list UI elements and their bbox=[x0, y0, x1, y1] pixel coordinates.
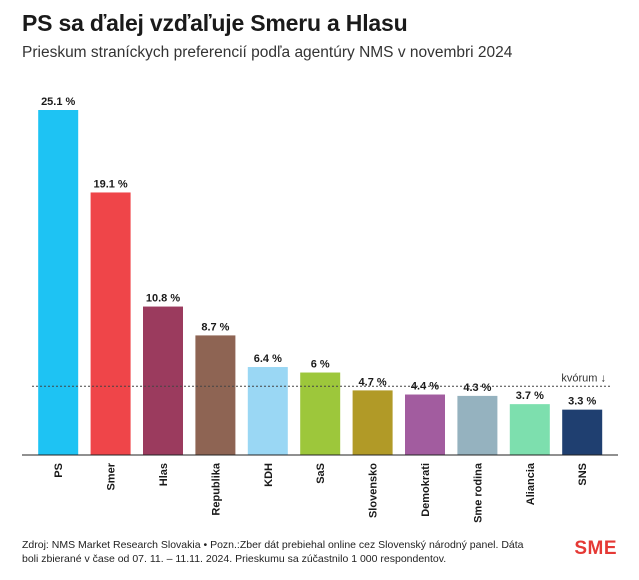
bar-kdh bbox=[247, 367, 288, 455]
x-tick-label: Slovensko bbox=[368, 463, 380, 518]
bar-chart: 25.1 %19.1 %10.8 %8.7 %6.4 % 6 %4.7 % 4.4 … bbox=[22, 96, 618, 523]
bar-slovensko bbox=[352, 390, 393, 455]
chart-subtitle: Prieskum straníckych preferencií podľa a… bbox=[22, 44, 513, 61]
data-label: 4.3 % bbox=[463, 382, 491, 394]
data-label: 6.4 % bbox=[254, 353, 282, 365]
bar-ps bbox=[38, 110, 79, 455]
source-note: Zdroj: NMS Market Research Slovakia • Po… bbox=[22, 539, 524, 565]
threshold-label: kvórum ↓ bbox=[561, 372, 606, 384]
x-tick-label: Republika bbox=[210, 462, 222, 515]
data-label: 3.7 % bbox=[516, 390, 544, 402]
x-tick-label: PS bbox=[53, 463, 65, 478]
x-tick-label: Hlas bbox=[158, 463, 170, 486]
data-label: 8.7 % bbox=[201, 321, 229, 333]
brand-logo: SME bbox=[574, 538, 617, 559]
data-label: 19.1 % bbox=[93, 178, 127, 190]
chart-title: PS sa ďalej vzďaľuje Smeru a Hlasu bbox=[22, 10, 408, 36]
bar-sns bbox=[562, 409, 603, 455]
data-label: 25.1 % bbox=[41, 96, 75, 108]
bar-demokrati bbox=[405, 394, 445, 455]
x-tick-label: SaS bbox=[315, 463, 327, 484]
bar-sme-rodina bbox=[457, 395, 498, 455]
bar-sas bbox=[300, 372, 341, 455]
data-label: 4.7 % bbox=[359, 376, 387, 388]
x-tick-label: Sme rodina bbox=[472, 462, 484, 523]
data-label: 3.3 % bbox=[568, 396, 596, 408]
x-tick-label: SNS bbox=[577, 463, 589, 486]
x-tick-label: Smer bbox=[106, 462, 118, 490]
x-tick-label: Demokrati bbox=[420, 463, 432, 517]
data-label: 10.8 % bbox=[146, 293, 180, 305]
bar-smer bbox=[90, 192, 131, 455]
bar-aliancia bbox=[509, 404, 550, 455]
x-tick-label: Aliancia bbox=[525, 462, 537, 505]
data-label: 6 % bbox=[311, 359, 330, 371]
bar-republika bbox=[195, 335, 236, 455]
bar-hlas bbox=[143, 306, 183, 455]
x-tick-label: KDH bbox=[263, 463, 275, 487]
